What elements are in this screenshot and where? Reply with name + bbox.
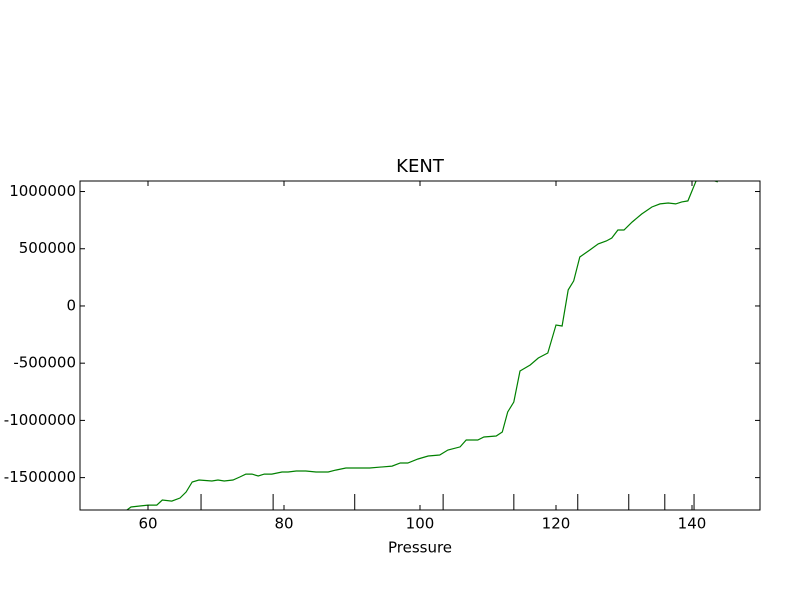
y-tick-label: 1000000	[9, 182, 76, 200]
x-tick-label: 140	[678, 515, 707, 533]
x-tick-label: 100	[406, 515, 435, 533]
y-tick-label: -500000	[13, 354, 76, 372]
plot-frame	[79, 180, 761, 511]
x-tick-label: 120	[542, 515, 571, 533]
y-tick-label: -1500000	[4, 468, 76, 486]
data-line	[126, 181, 718, 510]
x-axis-label: Pressure	[388, 539, 452, 557]
chart-title: KENT	[396, 156, 445, 177]
y-tick-label: 500000	[19, 239, 76, 257]
y-tick-label: 0	[66, 296, 76, 314]
y-tick-label: -1000000	[4, 411, 76, 429]
x-tick-label: 80	[274, 515, 293, 533]
x-tick-label: 60	[138, 515, 157, 533]
